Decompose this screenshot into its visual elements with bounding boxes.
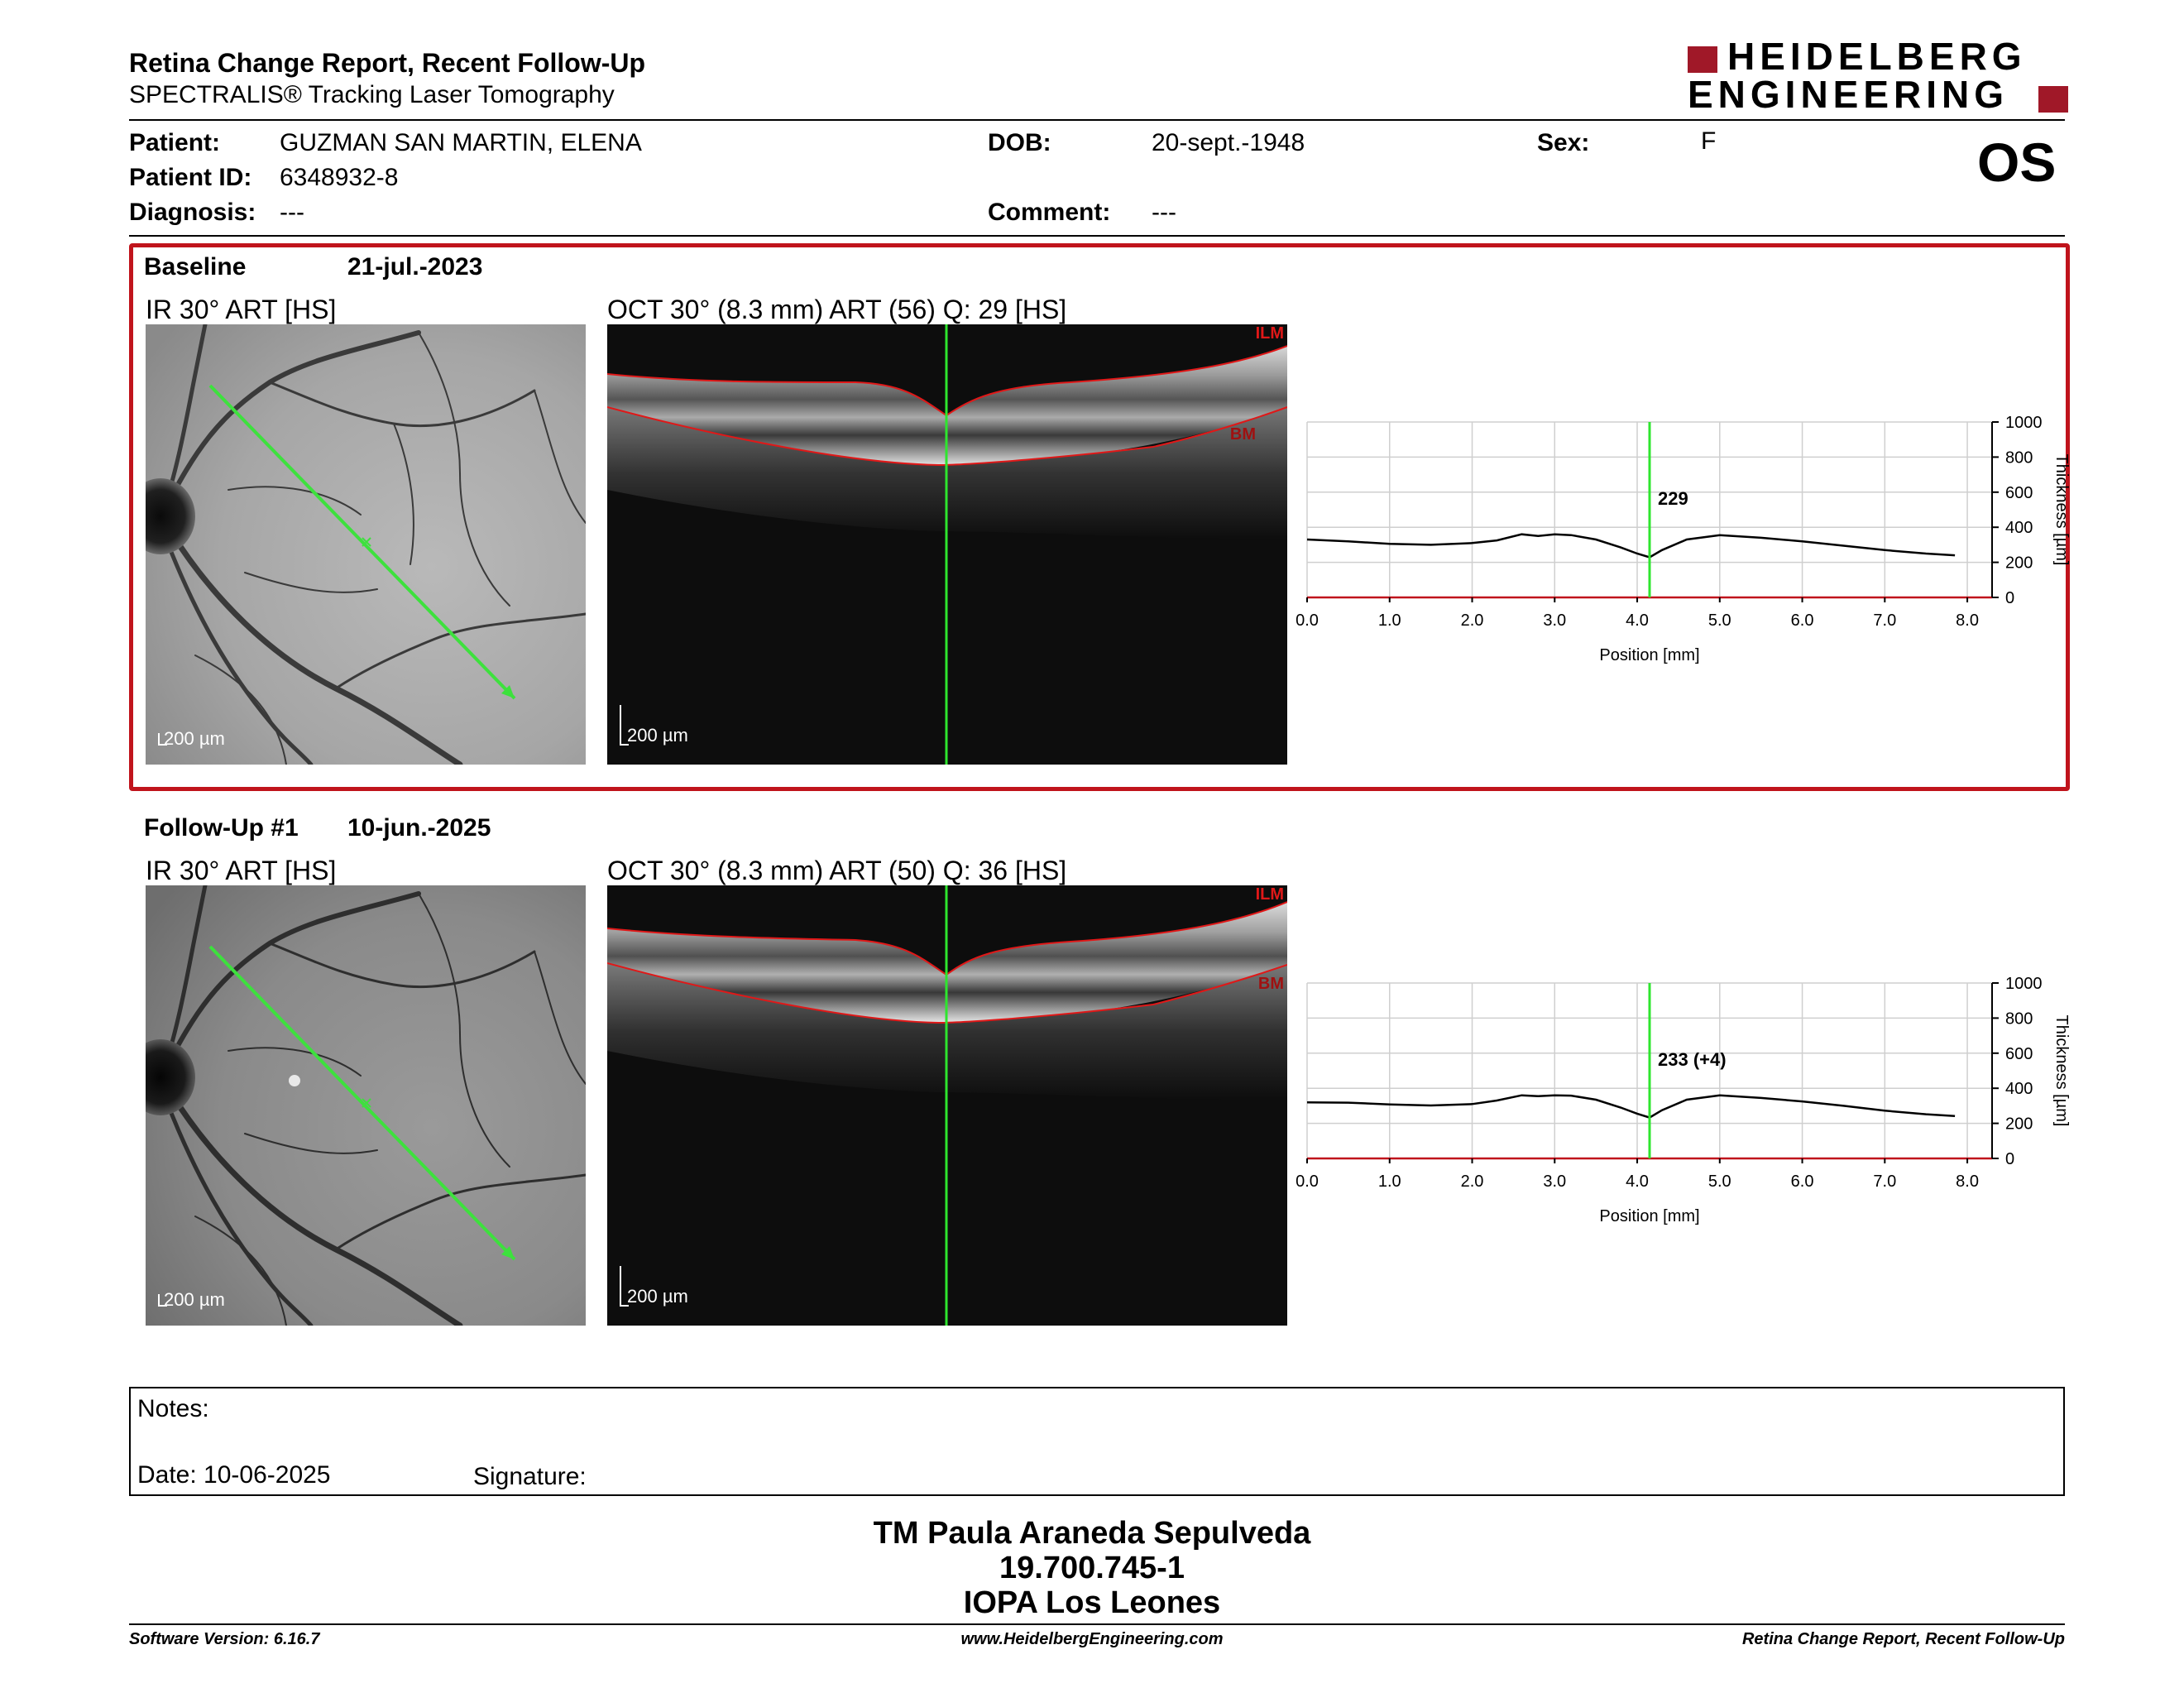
x-tick-label: 1.0 bbox=[1378, 611, 1401, 630]
patient-label: Patient: bbox=[129, 129, 221, 156]
baseline-oct-caption: OCT 30° (8.3 mm) ART (56) Q: 29 [HS] bbox=[607, 295, 1067, 324]
baseline-date: 21-jul.-2023 bbox=[347, 253, 483, 281]
y-tick-label: 1000 bbox=[2005, 975, 2043, 993]
followup-ir-caption: IR 30° ART [HS] bbox=[146, 856, 337, 885]
followup-label: Follow-Up #1 bbox=[144, 814, 299, 842]
x-tick-label: 0.0 bbox=[1296, 1172, 1319, 1191]
diagnosis-value: --- bbox=[280, 199, 304, 226]
x-tick-label: 0.0 bbox=[1296, 611, 1319, 630]
header-divider bbox=[129, 119, 2065, 121]
followup-thickness-chart: 0.0 1.0 2.0 3.0 4.0 5.0 6.0 7.0 8.0 0 200 400 600 800… bbox=[1296, 975, 2071, 1225]
x-tick-label: 3.0 bbox=[1543, 611, 1566, 630]
y-tick-label: 0 bbox=[2005, 1150, 2014, 1168]
baseline-ir-fundus-image: 200 µm bbox=[146, 324, 586, 765]
baseline-oct-svg bbox=[607, 324, 1287, 765]
x-tick-label: 3.0 bbox=[1543, 1172, 1566, 1191]
x-axis-label: Position [mm] bbox=[1599, 646, 1699, 664]
x-tick-label: 4.0 bbox=[1626, 1172, 1649, 1191]
x-tick-label: 5.0 bbox=[1708, 611, 1731, 630]
eye-indicator: OS bbox=[1977, 132, 2057, 193]
x-tick-label: 5.0 bbox=[1708, 1172, 1731, 1191]
logo-line1: HEIDELBERG bbox=[1727, 35, 2027, 78]
software-version: Software Version: 6.16.7 bbox=[129, 1630, 320, 1648]
x-tick-label: 1.0 bbox=[1378, 1172, 1401, 1191]
y-tick-label: 400 bbox=[2005, 519, 2033, 537]
x-tick-label: 8.0 bbox=[1956, 611, 1979, 630]
patient-id: 6348932-8 bbox=[280, 164, 399, 191]
baseline-fundus-svg bbox=[146, 324, 586, 765]
followup-date: 10-jun.-2025 bbox=[347, 814, 491, 842]
report-subtitle: SPECTRALIS® Tracking Laser Tomography bbox=[129, 81, 615, 108]
followup-ir-fundus-image: 200 µm bbox=[146, 885, 586, 1326]
y-tick-label: 200 bbox=[2005, 1115, 2033, 1134]
y-tick-label: 0 bbox=[2005, 589, 2014, 607]
x-axis-label: Position [mm] bbox=[1599, 1207, 1699, 1225]
baseline-oct-scale: 200 µm bbox=[627, 725, 688, 746]
y-tick-label: 800 bbox=[2005, 448, 2033, 467]
footer-divider bbox=[129, 1623, 2065, 1625]
sex-label: Sex: bbox=[1537, 129, 1590, 156]
x-tick-label: 2.0 bbox=[1461, 611, 1484, 630]
website-link[interactable]: www.HeidelbergEngineering.com bbox=[960, 1630, 1224, 1648]
followup-oct-bscan: ILM BM 200 µm bbox=[607, 885, 1287, 1326]
y-tick-label: 800 bbox=[2005, 1009, 2033, 1028]
dob-label: DOB: bbox=[988, 129, 1051, 156]
baseline-ir-scale: 200 µm bbox=[164, 728, 225, 749]
x-tick-label: 2.0 bbox=[1461, 1172, 1484, 1191]
y-tick-label: 1000 bbox=[2005, 414, 2043, 432]
x-tick-label: 8.0 bbox=[1956, 1172, 1979, 1191]
notes-label: Notes: bbox=[137, 1395, 209, 1422]
report-title: Retina Change Report, Recent Follow-Up bbox=[129, 48, 646, 78]
thickness-series-line bbox=[1306, 1094, 1956, 1119]
y-axis-label: Thickness [µm] bbox=[2052, 1015, 2071, 1127]
patient-divider bbox=[129, 235, 2065, 237]
signer-rut: 19.700.745-1 bbox=[999, 1551, 1185, 1585]
marker-value-label: 229 bbox=[1658, 488, 1688, 509]
baseline-highlight-box bbox=[129, 243, 2070, 791]
followup-oct-caption: OCT 30° (8.3 mm) ART (50) Q: 36 [HS] bbox=[607, 856, 1067, 885]
diagnosis-label: Diagnosis: bbox=[129, 199, 256, 226]
followup-bm-label: BM bbox=[1257, 975, 1284, 993]
y-tick-label: 200 bbox=[2005, 554, 2033, 573]
signer-name: TM Paula Araneda Sepulveda bbox=[873, 1516, 1311, 1551]
x-tick-label: 6.0 bbox=[1791, 611, 1814, 630]
heidelberg-logo: HEIDELBERG ENGINEERING bbox=[1688, 37, 2068, 119]
baseline-ilm-label: ILM bbox=[1255, 324, 1284, 343]
x-tick-label: 7.0 bbox=[1873, 1172, 1896, 1191]
notes-date: Date: 10-06-2025 bbox=[137, 1461, 331, 1489]
signer-org: IOPA Los Leones bbox=[963, 1585, 1221, 1620]
baseline-ir-caption: IR 30° ART [HS] bbox=[146, 295, 337, 324]
logo-square-top bbox=[1688, 46, 1717, 73]
followup-ilm-label: ILM bbox=[1255, 885, 1284, 904]
x-tick-label: 4.0 bbox=[1626, 611, 1649, 630]
patient-name: GUZMAN SAN MARTIN, ELENA bbox=[280, 129, 642, 156]
followup-fundus-svg bbox=[146, 885, 586, 1326]
baseline-oct-bscan: ILM BM 200 µm bbox=[607, 324, 1287, 765]
sex-value: F bbox=[1701, 127, 1717, 155]
x-tick-label: 6.0 bbox=[1791, 1172, 1814, 1191]
x-tick-label: 7.0 bbox=[1873, 611, 1896, 630]
patient-id-label: Patient ID: bbox=[129, 164, 252, 191]
signature-label: Signature: bbox=[473, 1463, 587, 1490]
logo-line2: ENGINEERING bbox=[1688, 73, 2009, 116]
baseline-bm-label: BM bbox=[1229, 425, 1256, 444]
marker-value-label: 233 (+4) bbox=[1658, 1049, 1727, 1070]
footer-report-name: Retina Change Report, Recent Follow-Up bbox=[1741, 1630, 2065, 1648]
comment-label: Comment: bbox=[988, 199, 1111, 226]
followup-oct-svg bbox=[607, 885, 1287, 1326]
dob-value: 20-sept.-1948 bbox=[1152, 129, 1305, 156]
followup-ir-scale: 200 µm bbox=[164, 1289, 225, 1310]
baseline-label: Baseline bbox=[144, 253, 247, 281]
logo-square-bottom bbox=[2038, 86, 2068, 113]
thickness-series-line bbox=[1306, 533, 1956, 559]
y-tick-label: 600 bbox=[2005, 1045, 2033, 1063]
baseline-thickness-chart: 0.0 1.0 2.0 3.0 4.0 5.0 6.0 7.0 8.0 0 200 400 600 800… bbox=[1296, 414, 2071, 664]
followup-oct-scale: 200 µm bbox=[627, 1286, 688, 1307]
notes-box: Notes: Date: 10-06-2025 Signature: bbox=[129, 1387, 2065, 1496]
y-tick-label: 400 bbox=[2005, 1080, 2033, 1098]
y-tick-label: 600 bbox=[2005, 484, 2033, 502]
comment-value: --- bbox=[1152, 199, 1176, 226]
y-axis-label: Thickness [µm] bbox=[2052, 454, 2071, 566]
